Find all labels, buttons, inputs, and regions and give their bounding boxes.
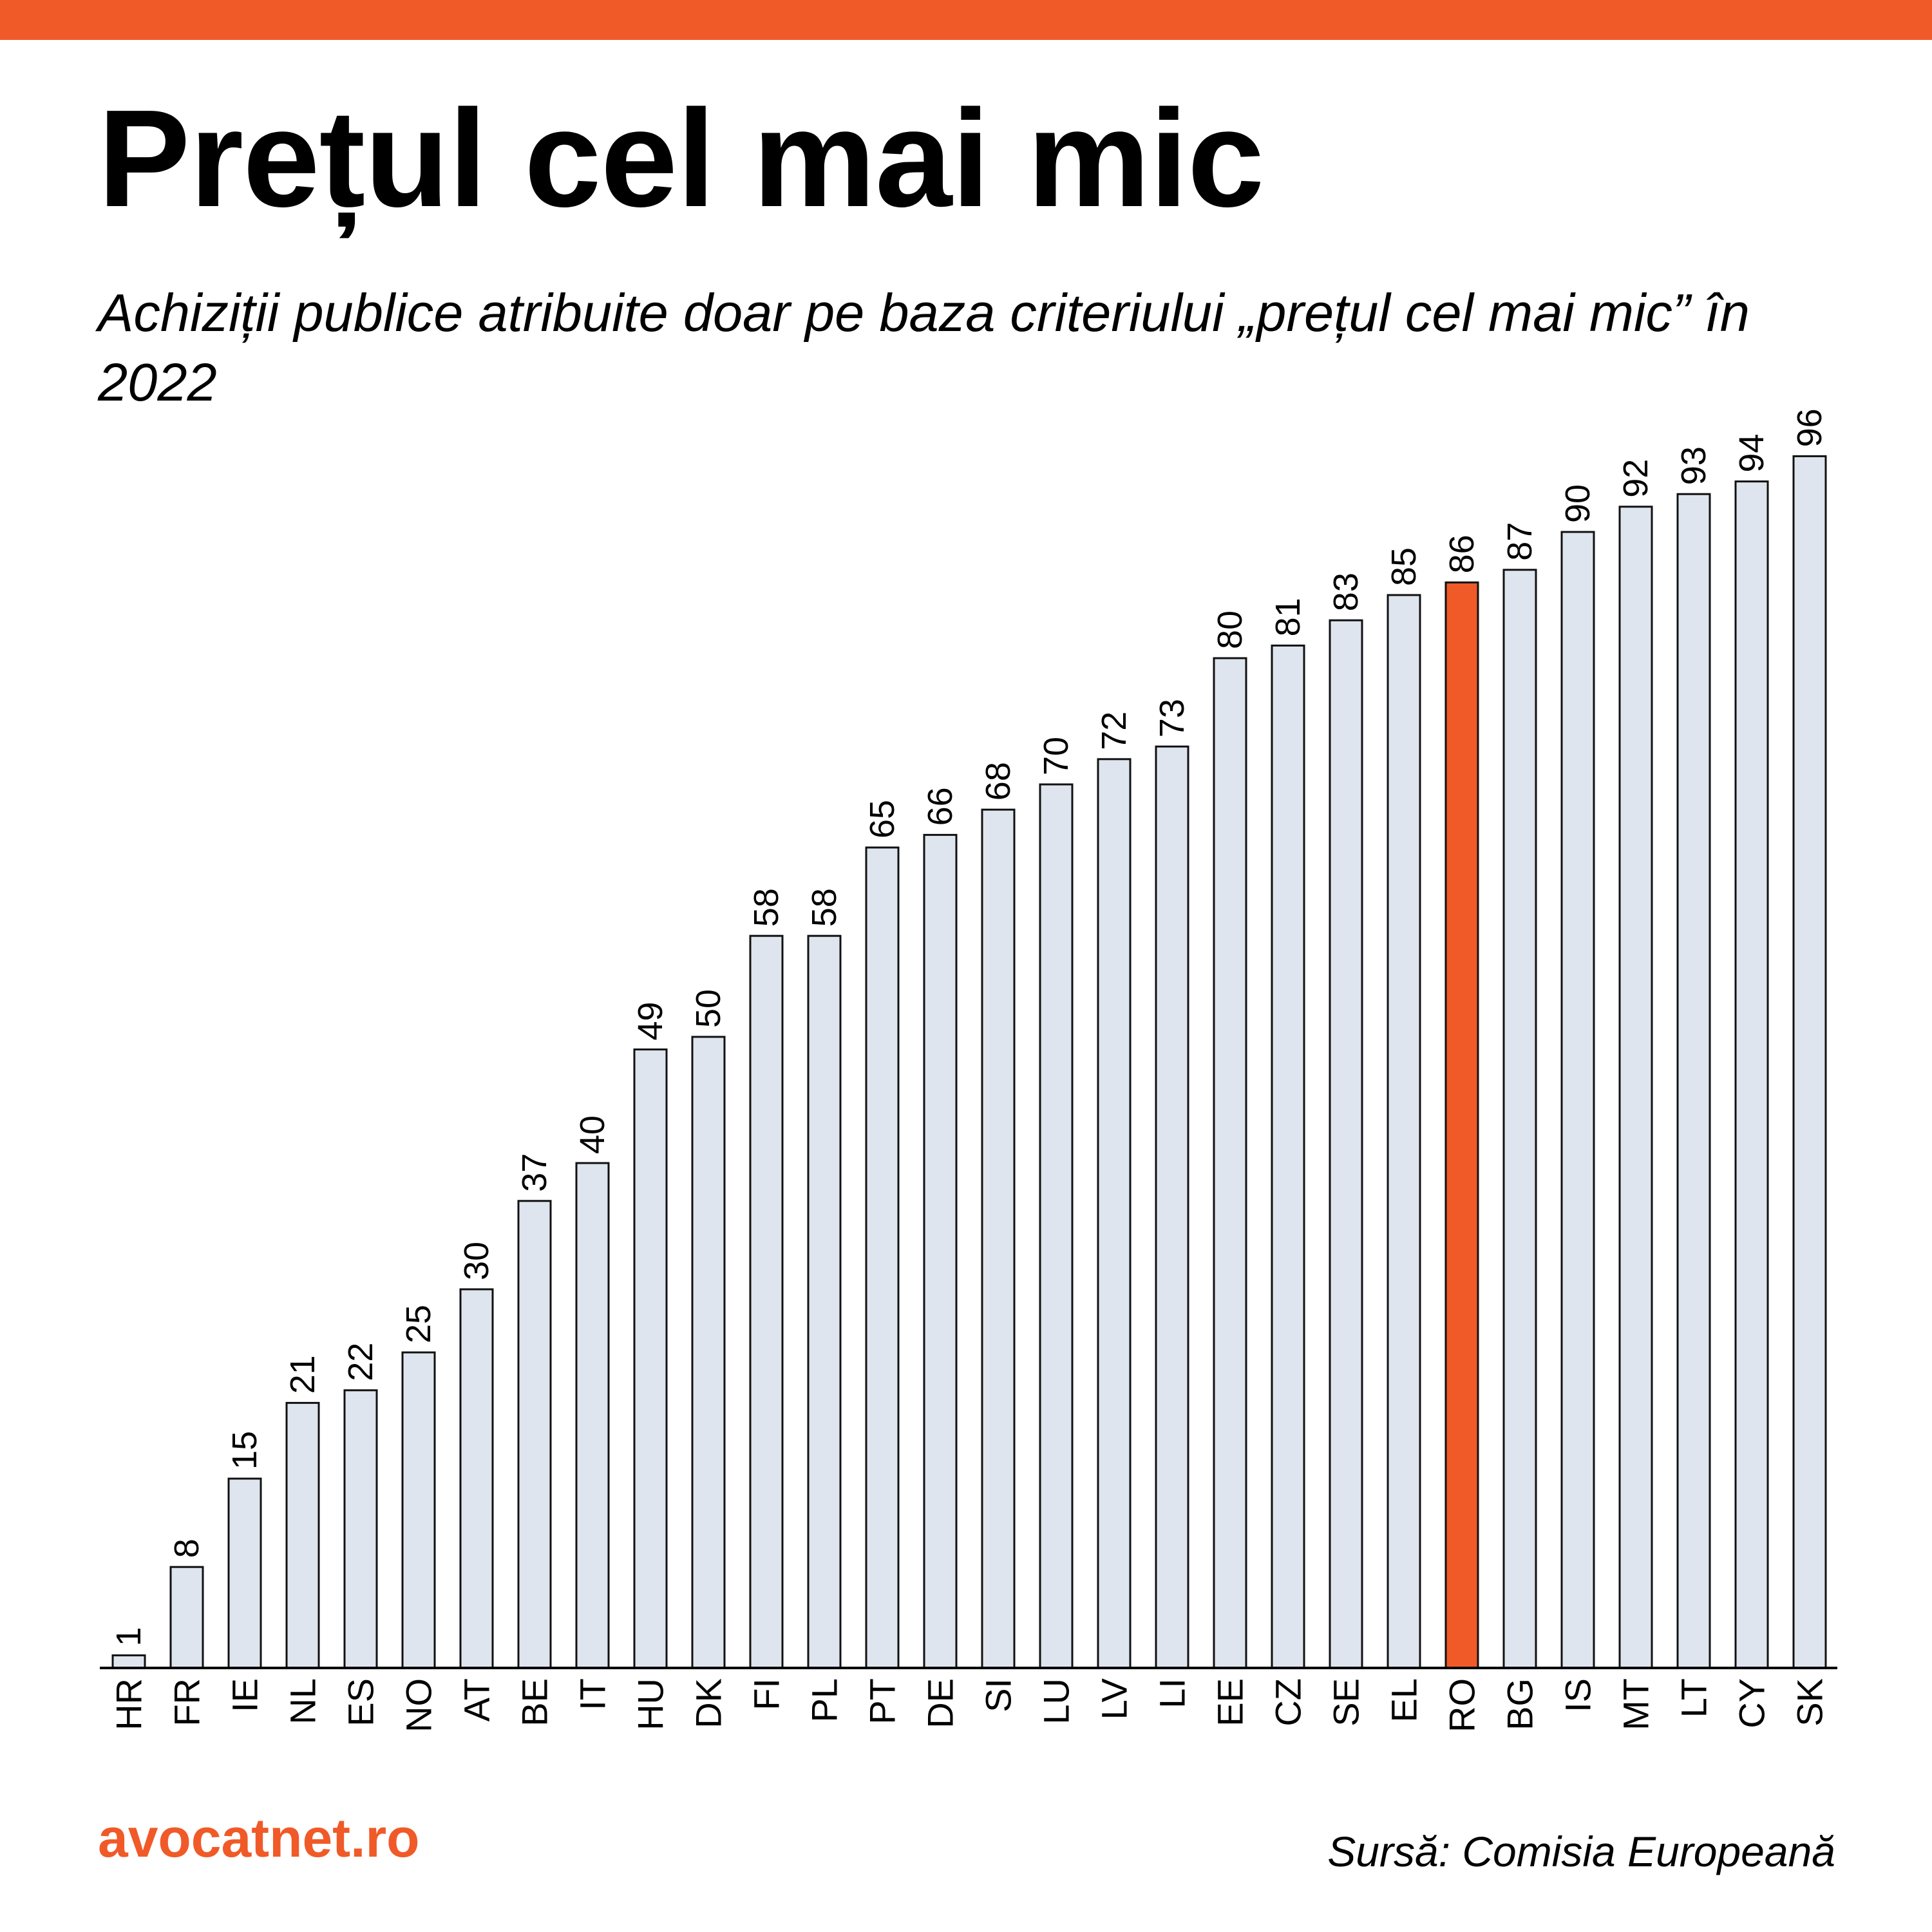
value-label-se: 83 bbox=[1327, 573, 1365, 611]
bar-li bbox=[1155, 745, 1189, 1669]
bar-sk bbox=[1792, 455, 1827, 1669]
bar-se bbox=[1329, 619, 1363, 1669]
bar-it bbox=[575, 1162, 610, 1669]
value-label-it: 40 bbox=[573, 1115, 612, 1154]
value-label-dk: 50 bbox=[689, 989, 728, 1028]
value-label-at: 30 bbox=[457, 1242, 496, 1280]
bar-ie bbox=[227, 1477, 262, 1669]
value-label-fr: 8 bbox=[167, 1539, 206, 1558]
bar-si bbox=[981, 808, 1016, 1669]
value-label-li: 73 bbox=[1153, 699, 1191, 737]
category-label-is: IS bbox=[1558, 1678, 1598, 1712]
category-label-ie: IE bbox=[225, 1678, 265, 1712]
category-label-hr: HR bbox=[109, 1678, 149, 1730]
category-label-no: NO bbox=[399, 1678, 439, 1732]
category-label-si: SI bbox=[978, 1678, 1019, 1712]
value-label-be: 37 bbox=[515, 1153, 554, 1192]
value-label-nl: 21 bbox=[283, 1355, 322, 1394]
category-label-pt: PT bbox=[862, 1678, 903, 1725]
value-label-ie: 15 bbox=[225, 1431, 264, 1470]
bar-at bbox=[459, 1288, 494, 1669]
chart-title: Prețul cel mai mic bbox=[98, 80, 1264, 236]
value-label-de: 66 bbox=[921, 787, 960, 826]
category-label-dk: DK bbox=[688, 1678, 729, 1728]
category-label-at: AT bbox=[457, 1678, 497, 1721]
category-label-be: BE bbox=[515, 1678, 555, 1727]
value-label-sk: 96 bbox=[1790, 408, 1829, 447]
bar-lv bbox=[1097, 758, 1132, 1669]
category-label-lt: LT bbox=[1674, 1678, 1714, 1718]
value-label-ro: 86 bbox=[1443, 535, 1481, 573]
value-label-si: 68 bbox=[979, 762, 1018, 800]
category-label-bg: BG bbox=[1500, 1678, 1540, 1730]
value-label-lu: 70 bbox=[1037, 737, 1075, 775]
source-note: Sursă: Comisia Europeană bbox=[1327, 1828, 1835, 1875]
category-label-ee: EE bbox=[1210, 1678, 1251, 1727]
bar-dk bbox=[691, 1036, 726, 1669]
value-label-cy: 94 bbox=[1732, 434, 1771, 473]
brand-logo-text: avocatnet.ro bbox=[98, 1808, 420, 1868]
bar-hr bbox=[111, 1654, 146, 1669]
bar-lt bbox=[1676, 493, 1711, 1669]
value-label-fi: 58 bbox=[747, 888, 786, 927]
top-accent-bar bbox=[0, 0, 1932, 40]
value-label-lt: 93 bbox=[1674, 446, 1713, 485]
bar-ro bbox=[1444, 581, 1479, 1669]
value-label-no: 25 bbox=[399, 1305, 438, 1343]
bar-es bbox=[343, 1389, 378, 1669]
bar-no bbox=[401, 1351, 436, 1669]
category-label-cy: CY bbox=[1732, 1678, 1772, 1728]
bar-pt bbox=[865, 846, 900, 1669]
category-label-li: LI bbox=[1152, 1678, 1193, 1709]
bar-ee bbox=[1213, 657, 1247, 1669]
bar-pl bbox=[807, 934, 842, 1669]
bar-lu bbox=[1039, 783, 1074, 1669]
category-label-lu: LU bbox=[1036, 1678, 1077, 1725]
category-label-sk: SK bbox=[1790, 1678, 1830, 1727]
value-label-is: 90 bbox=[1558, 484, 1597, 523]
category-label-nl: NL bbox=[283, 1678, 323, 1725]
category-label-cz: CZ bbox=[1268, 1678, 1309, 1727]
bar-de bbox=[923, 833, 958, 1669]
category-label-lv: LV bbox=[1094, 1678, 1135, 1719]
chart-subtitle: Achiziții publice atribuite doar pe baza… bbox=[98, 283, 1750, 412]
value-label-pl: 58 bbox=[805, 888, 844, 927]
value-label-hr: 1 bbox=[109, 1627, 148, 1646]
value-label-ee: 80 bbox=[1211, 611, 1249, 649]
bar-nl bbox=[285, 1401, 320, 1669]
category-label-se: SE bbox=[1326, 1678, 1367, 1727]
category-label-de: DE bbox=[920, 1678, 961, 1728]
bar-el bbox=[1387, 594, 1421, 1669]
category-label-hu: HU bbox=[630, 1678, 671, 1730]
value-label-bg: 87 bbox=[1501, 522, 1539, 561]
bars-layer bbox=[111, 455, 1827, 1669]
labels-layer: 1 HR 8 FR 15 IE 21 NL 22 ES 25 NO 30 AT 37 BE 40 IT 49 HU 50… bbox=[109, 408, 1830, 1732]
category-label-pl: PL bbox=[804, 1678, 845, 1723]
bar-be bbox=[517, 1200, 552, 1669]
category-label-es: ES bbox=[341, 1678, 381, 1727]
value-label-el: 85 bbox=[1385, 547, 1423, 586]
value-label-mt: 92 bbox=[1616, 459, 1655, 498]
value-label-cz: 81 bbox=[1269, 598, 1307, 636]
category-label-el: EL bbox=[1384, 1678, 1425, 1723]
bar-cz bbox=[1271, 644, 1305, 1669]
bar-mt bbox=[1618, 506, 1653, 1669]
bar-fr bbox=[169, 1566, 204, 1669]
value-label-lv: 72 bbox=[1095, 712, 1133, 750]
bar-cy bbox=[1734, 480, 1769, 1669]
bar-bg bbox=[1502, 569, 1537, 1669]
category-label-fr: FR bbox=[167, 1678, 207, 1727]
bar-fi bbox=[749, 934, 784, 1669]
bar-is bbox=[1560, 531, 1595, 1669]
bar-hu bbox=[633, 1048, 668, 1669]
value-label-es: 22 bbox=[341, 1343, 380, 1381]
value-label-hu: 49 bbox=[631, 1002, 670, 1041]
category-label-mt: MT bbox=[1616, 1678, 1656, 1730]
value-label-pt: 65 bbox=[863, 800, 902, 838]
category-label-it: IT bbox=[573, 1678, 613, 1710]
category-label-ro: RO bbox=[1442, 1678, 1482, 1732]
category-label-fi: FI bbox=[746, 1678, 787, 1710]
